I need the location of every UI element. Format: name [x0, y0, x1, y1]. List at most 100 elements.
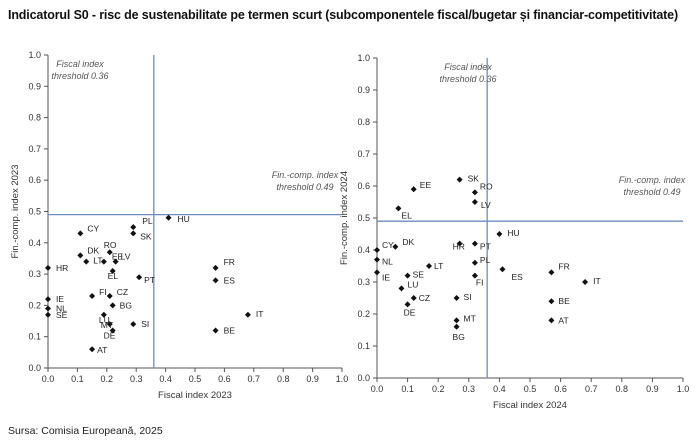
- point-label-lu: LU: [99, 315, 110, 325]
- point-label-ee: EE: [112, 252, 124, 262]
- y-tick-label: 0.8: [28, 113, 41, 123]
- point-label-dk: DK: [402, 237, 414, 247]
- data-point-es: [499, 266, 506, 273]
- fiscal-threshold-label: threshold 0.36: [51, 71, 108, 81]
- data-point-fi: [471, 272, 478, 279]
- data-point-lv: [112, 258, 119, 265]
- data-point-sk: [130, 230, 137, 237]
- data-point-hu: [165, 214, 172, 221]
- x-tick-label: 0.6: [218, 374, 231, 384]
- scatter-chart-2023: 0.00.0 0.1 0.1 0.2 0.2 0.3 0.3 0.4 0.4 0.5 0.5 0.6 0…: [10, 50, 349, 401]
- point-label-lt: LT: [93, 256, 102, 266]
- point-label-lt: LT: [434, 261, 443, 271]
- data-point-cy: [374, 247, 380, 253]
- data-point-at: [548, 317, 555, 324]
- source-note: Sursa: Comisia Europeană, 2025: [8, 425, 163, 437]
- data-point-mt: [106, 321, 113, 328]
- point-label-cz: CZ: [117, 287, 128, 297]
- x-tick-label: 0.4: [159, 374, 172, 384]
- data-point-ie: [374, 269, 380, 276]
- y-tick-label: 0.7: [28, 144, 41, 154]
- point-label-cz: CZ: [419, 293, 430, 303]
- point-label-fi: FI: [99, 287, 107, 297]
- point-label-de: DE: [104, 330, 116, 340]
- data-point-fi: [89, 293, 96, 300]
- x-tick-label: 0.1: [401, 384, 414, 394]
- data-point-nl: [374, 256, 380, 263]
- x-tick-label: 0.0: [42, 374, 55, 384]
- data-point-dk: [77, 252, 84, 259]
- data-point-lu: [100, 311, 107, 318]
- point-label-ro: RO: [480, 181, 493, 191]
- point-label-pt: PT: [144, 275, 155, 285]
- x-tick-label: 0.8: [616, 384, 629, 394]
- data-point-hr: [45, 264, 51, 271]
- data-point-ie: [45, 296, 51, 303]
- point-label-pl: PL: [142, 216, 153, 226]
- point-label-fr: FR: [224, 257, 235, 267]
- point-label-fi: FI: [476, 278, 484, 288]
- point-label-mt: MT: [464, 313, 476, 323]
- point-label-hr: HR: [56, 263, 68, 273]
- data-point-lt: [83, 258, 90, 265]
- data-point-pl: [130, 224, 137, 231]
- x-tick-label: 0.2: [101, 374, 114, 384]
- point-label-nl: NL: [382, 257, 393, 267]
- fiscal-threshold-label: threshold 0.36: [439, 74, 496, 84]
- y-tick-label: 0.1: [28, 332, 41, 342]
- data-point-cz: [106, 293, 113, 300]
- point-label-si: SI: [464, 292, 472, 302]
- point-label-de: DE: [404, 307, 416, 317]
- x-tick-label: 0.3: [463, 384, 476, 394]
- y-tick-label: 0.5: [28, 207, 41, 217]
- x-tick-label: 1.0: [336, 374, 349, 384]
- point-label-se: SE: [56, 310, 68, 320]
- data-point-nl: [45, 305, 51, 312]
- x-tick-label: 0.9: [646, 384, 659, 394]
- point-label-lu: LU: [407, 279, 418, 289]
- fincomp-threshold-label: threshold 0.49: [623, 187, 680, 197]
- point-label-sk: SK: [468, 174, 480, 184]
- data-point-pl: [471, 259, 478, 266]
- data-point-mt: [453, 317, 460, 324]
- scatter-chart-2024: 0.00.0 0.1 0.1 0.2 0.2 0.3 0.3 0.4 0.4 0.5 0.5 0.6 0…: [339, 53, 689, 411]
- y-tick-label: 0.5: [357, 213, 370, 223]
- data-point-si: [130, 321, 137, 328]
- x-tick-label: 0.4: [493, 384, 506, 394]
- fiscal-threshold-label: Fiscal index: [444, 62, 492, 72]
- point-label-lv: LV: [481, 200, 491, 210]
- data-point-hr: [456, 240, 463, 247]
- data-point-it: [244, 311, 251, 318]
- x-tick-label: 0.5: [189, 374, 202, 384]
- data-point-dk: [392, 243, 399, 250]
- y-tick-label: 0.6: [28, 175, 41, 185]
- y-tick-label: 0.4: [357, 245, 370, 255]
- y-tick-label: 0.3: [357, 277, 370, 287]
- data-point-cz: [410, 295, 417, 301]
- data-point-be: [212, 327, 219, 334]
- data-point-pt: [471, 240, 478, 247]
- point-label-dk: DK: [87, 245, 99, 255]
- point-label-hu: HU: [507, 228, 519, 238]
- y-tick-label: 0.9: [28, 81, 41, 91]
- data-point-se: [45, 311, 51, 318]
- point-label-el: EL: [108, 271, 119, 281]
- y-tick-label: 0.7: [357, 149, 370, 159]
- data-point-ro: [471, 189, 478, 196]
- x-tick-label: 0.1: [71, 374, 84, 384]
- x-tick-label: 0.3: [130, 374, 143, 384]
- data-point-ee: [100, 258, 107, 265]
- point-label-ie: IE: [382, 272, 390, 282]
- y-tick-label: 0.2: [357, 309, 370, 319]
- data-point-si: [453, 295, 460, 301]
- point-label-pt: PT: [480, 242, 491, 252]
- x-axis-title: Fiscal index 2023: [158, 390, 232, 401]
- point-label-nl: NL: [56, 304, 67, 314]
- x-tick-label: 0.5: [524, 384, 537, 394]
- data-point-hu: [496, 231, 503, 237]
- point-label-at: AT: [97, 345, 107, 355]
- data-point-lu: [398, 285, 405, 292]
- point-label-hu: HU: [178, 214, 190, 224]
- data-point-se: [404, 272, 411, 279]
- data-point-lt: [426, 263, 433, 269]
